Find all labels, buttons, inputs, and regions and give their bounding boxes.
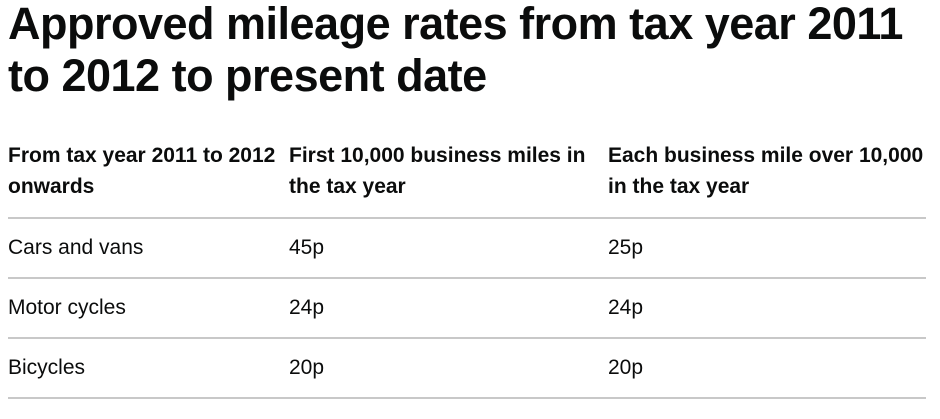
over-10000-rate-cell: 25p <box>608 218 926 279</box>
vehicle-cell: Motor cycles <box>8 278 289 339</box>
over-10000-rate-cell: 20p <box>608 338 926 399</box>
first-10000-rate-cell: 24p <box>289 278 608 339</box>
vehicle-cell: Bicycles <box>8 338 289 399</box>
vehicle-cell: Cars and vans <box>8 218 289 279</box>
page-title: Approved mileage rates from tax year 201… <box>8 0 903 101</box>
first-10000-rate-cell: 45p <box>289 218 608 279</box>
first-10000-rate-cell: 20p <box>289 338 608 399</box>
table-row: Motor cycles 24p 24p <box>8 278 926 339</box>
mileage-rates-table: From tax year 2011 to 2012 onwards First… <box>8 140 926 399</box>
over-10000-rate-cell: 24p <box>608 278 926 339</box>
column-header-over-10000: Each business mile over 10,000 in the ta… <box>608 140 926 219</box>
table-header-row: From tax year 2011 to 2012 onwards First… <box>8 140 926 219</box>
table-row: Bicycles 20p 20p <box>8 338 926 399</box>
column-header-vehicle: From tax year 2011 to 2012 onwards <box>8 140 289 219</box>
table-row: Cars and vans 45p 25p <box>8 218 926 279</box>
column-header-first-10000: First 10,000 business miles in the tax y… <box>289 140 608 219</box>
